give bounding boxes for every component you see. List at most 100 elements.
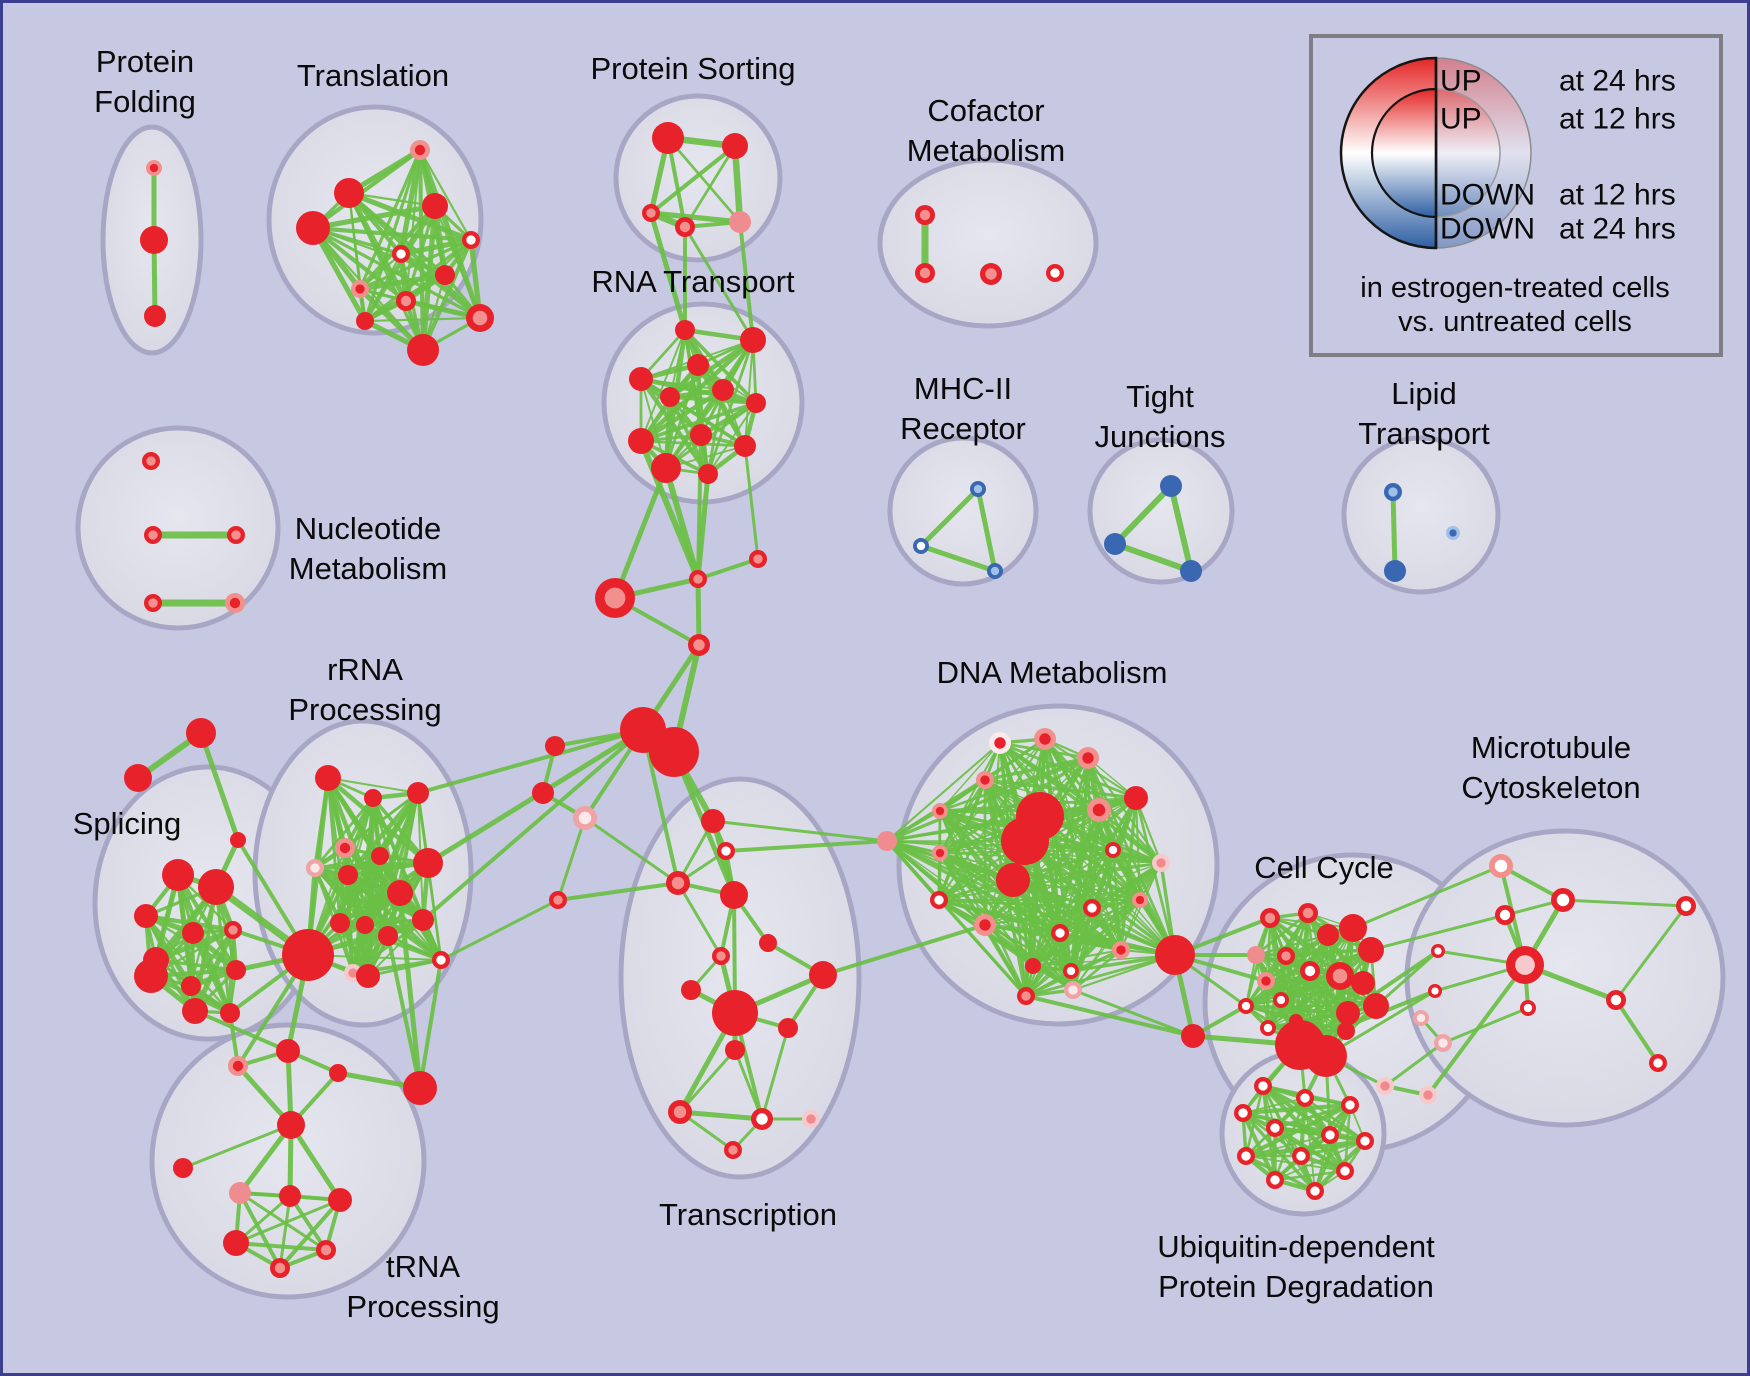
node-cc-3 <box>1339 914 1367 942</box>
node-rr-6 <box>338 865 358 885</box>
node-dm-0 <box>989 732 1011 754</box>
node-tr-4 <box>462 231 480 249</box>
node-spl-9 <box>182 998 208 1024</box>
edge-tn <box>237 1122 294 1196</box>
link-hub.9-rr.16 <box>439 898 560 962</box>
node-tx-9 <box>778 1018 798 1038</box>
legend-direction-label: DOWN <box>1440 213 1535 246</box>
node-mh-1 <box>913 538 929 554</box>
cluster-label-cc: Cell Cycle <box>1254 850 1394 885</box>
node-rr-3 <box>407 782 429 804</box>
node-tx-6 <box>681 980 701 1000</box>
edge-tn <box>181 1123 293 1170</box>
node-cc-5 <box>1247 946 1265 964</box>
node-ub-5 <box>1321 1126 1339 1144</box>
edge-ps <box>666 136 742 224</box>
node-tri-2 <box>230 832 246 848</box>
node-rr-5 <box>306 859 324 877</box>
edge-rr <box>367 919 424 977</box>
edge-mc <box>1561 898 1688 908</box>
edge-dm <box>983 778 1138 800</box>
node-rr-0 <box>282 929 334 981</box>
node-lt-0 <box>1384 483 1402 501</box>
cluster-ellipse-cf <box>877 157 1099 329</box>
node-rr-13 <box>412 909 434 931</box>
cluster-label-rt: RNA Transport <box>591 264 795 299</box>
node-cc-12 <box>1257 972 1275 990</box>
node-cf-1 <box>915 263 935 283</box>
node-cc-10 <box>1363 993 1389 1019</box>
edge-dm <box>1032 954 1176 967</box>
node-mh-2 <box>987 563 1003 579</box>
edge-dm <box>938 851 1177 957</box>
edge-dm <box>1071 948 1123 992</box>
cluster-ellipse-nm <box>75 425 281 631</box>
node-cc-11 <box>1336 1001 1360 1025</box>
edge-ub <box>1273 1169 1347 1182</box>
node-dm-22 <box>1017 987 1035 1005</box>
link-cc.18-mc.4 <box>1324 989 1437 1058</box>
edge-cc <box>1244 1004 1350 1015</box>
edge-dm <box>984 862 1162 926</box>
node-rt-7 <box>690 424 712 446</box>
node-lt-2 <box>1446 526 1460 540</box>
cluster-label-tn: tRNA Processing <box>346 1249 499 1324</box>
link-hub.0-rt.9 <box>612 465 669 601</box>
cluster-label-nm: Nucleotide Metabolism <box>289 511 448 586</box>
edge-tn <box>234 1241 328 1252</box>
edge-mc <box>1441 1006 1530 1045</box>
cluster-label-tj: Tight Junctions <box>1095 379 1226 454</box>
node-spl-8 <box>134 959 168 993</box>
network-svg: Protein Folding Translation Protein Sorting… <box>73 34 1726 1324</box>
node-dm-18 <box>1051 924 1069 942</box>
node-rt-5 <box>712 379 734 401</box>
link-cc.3-mc.0 <box>1351 864 1503 930</box>
node-ub-2 <box>1341 1096 1359 1114</box>
node-mc-11 <box>1434 1034 1452 1052</box>
cluster-label-pf: Protein Folding <box>94 44 196 119</box>
edge-tj <box>1168 483 1194 574</box>
edge-dm <box>1058 898 1142 935</box>
node-tx-13 <box>802 1110 820 1128</box>
node-tx-2 <box>666 871 690 895</box>
edge-dm <box>939 852 1162 864</box>
edge-tr <box>310 225 368 324</box>
edge-spl <box>144 914 197 1013</box>
node-tn-4 <box>277 1111 305 1139</box>
edge-hub <box>556 816 587 902</box>
label-layer: Protein Folding Translation Protein Sorting… <box>73 44 1641 1324</box>
cluster-label-spl: Splicing <box>73 806 182 841</box>
link-conn.0-dm.22 <box>1024 994 1195 1038</box>
node-hub-2 <box>749 550 767 568</box>
node-spl-4 <box>224 921 242 939</box>
node-dm-16 <box>1083 899 1101 917</box>
edge-tr <box>404 148 422 303</box>
cluster-label-lt: Lipid Transport <box>1358 376 1490 451</box>
edge-dm <box>1011 861 1163 882</box>
node-ub-8 <box>1292 1147 1310 1165</box>
edge-dm <box>937 861 1163 902</box>
link-hub.8-tx.2 <box>583 816 680 885</box>
edge-tri <box>198 730 241 843</box>
edge-tj <box>1112 483 1174 547</box>
node-tn-3 <box>403 1071 437 1105</box>
node-tx-7 <box>809 961 837 989</box>
link-conn.0-dm.23 <box>1071 988 1195 1038</box>
node-ps-2 <box>642 204 660 222</box>
edge-tr <box>363 316 482 323</box>
edge-dm <box>937 898 1094 910</box>
cluster-label-mh: MHC-II Receptor <box>900 371 1026 446</box>
node-dm-13 <box>1152 854 1170 872</box>
node-rr-10 <box>330 913 350 933</box>
node-tr-1 <box>334 178 364 208</box>
edge-rt <box>707 402 757 475</box>
node-mc-2 <box>1495 905 1515 925</box>
edge-rr <box>313 796 375 870</box>
cluster-label-ub: Ubiquitin-dependent Protein Degradation <box>1157 1229 1435 1304</box>
node-tx-0 <box>701 809 725 833</box>
node-tn-7 <box>279 1185 301 1207</box>
node-tj-1 <box>1104 533 1126 555</box>
node-rt-9 <box>651 453 681 483</box>
node-hub-9 <box>549 891 567 909</box>
link-mc.13-mc.5 <box>1426 963 1527 1097</box>
